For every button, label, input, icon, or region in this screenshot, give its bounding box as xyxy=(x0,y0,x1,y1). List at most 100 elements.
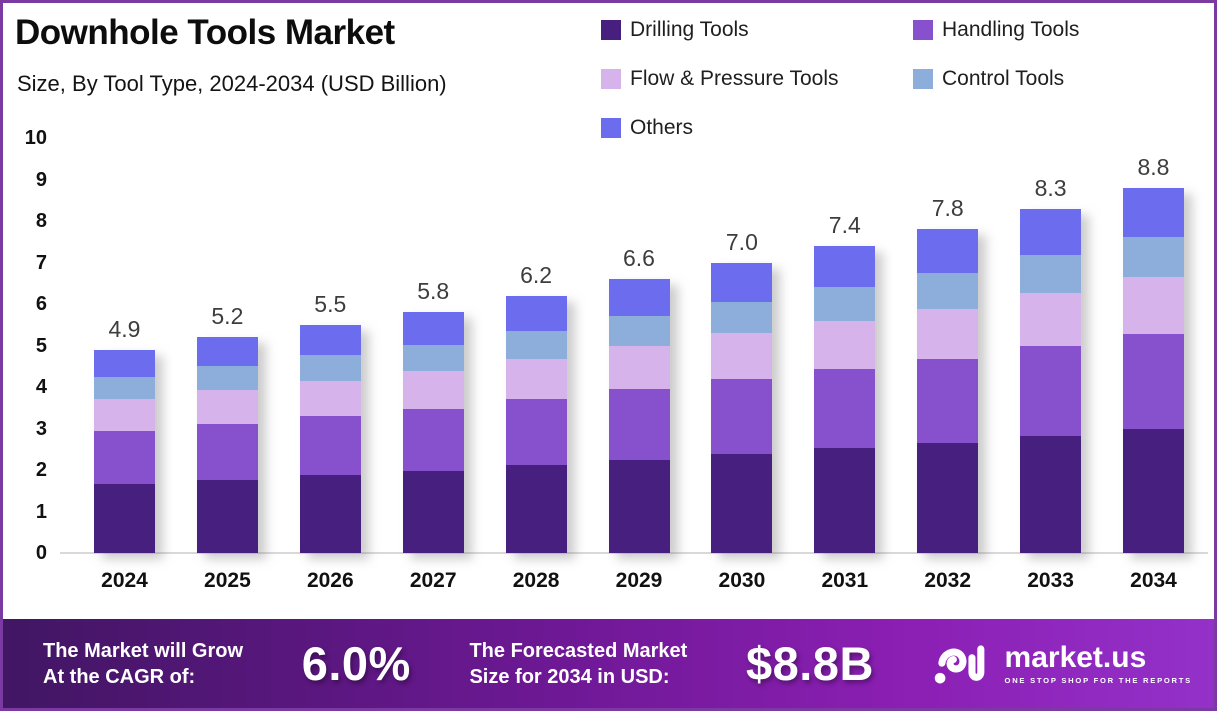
bar-segment-2034-flow-pressure-tools xyxy=(1123,277,1184,334)
bar-segment-2034-control-tools xyxy=(1123,237,1184,278)
bar-segment-2028-control-tools xyxy=(505,330,567,359)
bar-segment-2024-others xyxy=(94,349,155,378)
legend-label: Others xyxy=(630,116,694,139)
bar-segment-2026-drilling-tools xyxy=(299,475,361,553)
brand-name: market.us xyxy=(1004,640,1147,674)
y-tick-6: 6 xyxy=(35,293,47,315)
bar-segment-2033-control-tools xyxy=(1020,255,1082,293)
bar-segment-2025-flow-pressure-tools xyxy=(196,389,258,424)
y-tick-3: 3 xyxy=(35,417,47,440)
bar-2029 xyxy=(608,279,670,553)
x-label-2028: 2028 xyxy=(512,569,560,592)
market-us-logo-mark-icon xyxy=(934,644,984,683)
value-label-2028: 6.2 xyxy=(520,261,553,288)
bar-segment-2030-flow-pressure-tools xyxy=(711,333,773,379)
bar-segment-2026-handling-tools xyxy=(299,416,361,476)
bar-segment-2032-handling-tools xyxy=(917,358,979,444)
bar-segment-2029-control-tools xyxy=(608,316,670,347)
bar-2028 xyxy=(505,295,567,553)
y-tick-1: 1 xyxy=(35,500,47,523)
bar-segment-2024-control-tools xyxy=(94,377,155,400)
value-label-2027: 5.8 xyxy=(417,278,450,305)
value-label-2029: 6.6 xyxy=(623,245,655,272)
bar-2031 xyxy=(814,245,876,553)
bar-segment-2034-others xyxy=(1123,187,1184,238)
x-label-2024: 2024 xyxy=(101,569,148,592)
x-label-2030: 2030 xyxy=(718,569,766,592)
legend-item-drilling-tools: Drilling Tools xyxy=(601,17,913,43)
bar-segment-2024-handling-tools xyxy=(94,430,155,484)
bar-segment-2034-handling-tools xyxy=(1123,333,1184,429)
bar-segment-2034-drilling-tools xyxy=(1123,428,1184,553)
bar-segment-2027-handling-tools xyxy=(402,408,464,472)
bar-2032 xyxy=(917,229,979,553)
bar-segment-2030-drilling-tools xyxy=(711,454,773,553)
x-label-2032: 2032 xyxy=(924,569,972,592)
page-title: Downhole Tools Market xyxy=(15,13,395,52)
bar-segment-2029-drilling-tools xyxy=(608,460,670,553)
bar-segment-2032-control-tools xyxy=(917,272,979,309)
bar-segment-2030-control-tools xyxy=(711,301,773,334)
x-label-2029: 2029 xyxy=(615,569,663,592)
bar-segment-2026-control-tools xyxy=(299,355,361,381)
footer-banner: The Market will Grow At the CAGR of: 6.0… xyxy=(3,619,1214,708)
bar-segment-2029-flow-pressure-tools xyxy=(608,346,670,389)
stacked-bar-chart: 0 1 2 3 4 5 6 7 8 9 10 4.9 2024 5.2 2025 5.5 2026 5.8 202… xyxy=(3,3,1214,708)
bar-segment-2031-others xyxy=(814,245,876,288)
bar-segment-2033-others xyxy=(1020,208,1082,256)
bar-segment-2028-drilling-tools xyxy=(505,465,567,553)
bar-segment-2027-control-tools xyxy=(402,344,464,372)
bar-segment-2032-flow-pressure-tools xyxy=(917,308,979,359)
value-label-2026: 5.5 xyxy=(314,290,347,317)
bar-segment-2027-drilling-tools xyxy=(402,471,464,553)
value-label-2033: 8.3 xyxy=(1034,174,1067,201)
legend-swatch-control-tools-icon xyxy=(913,69,933,89)
legend-label: Flow & Pressure Tools xyxy=(630,67,839,90)
legend-swatch-flow-pressure-tools-icon xyxy=(601,69,621,89)
bar-segment-2024-flow-pressure-tools xyxy=(94,399,155,431)
bar-segment-2029-others xyxy=(608,279,670,317)
bar-2033 xyxy=(1020,208,1082,553)
y-tick-4: 4 xyxy=(35,376,47,398)
bar-segment-2033-drilling-tools xyxy=(1020,435,1082,553)
cagr-text-line1: The Market will Grow xyxy=(43,639,244,662)
legend-label: Handling Tools xyxy=(942,18,1080,41)
bar-segment-2032-others xyxy=(917,229,979,273)
forecast-text-line1: The Forecasted Market xyxy=(469,639,688,662)
value-label-2031: 7.4 xyxy=(828,211,861,238)
bar-segment-2025-others xyxy=(196,337,258,367)
y-tick-0: 0 xyxy=(35,542,47,564)
y-tick-9: 9 xyxy=(35,168,47,191)
legend-label: Drilling Tools xyxy=(630,18,749,41)
legend-label: Control Tools xyxy=(942,67,1065,90)
y-tick-7: 7 xyxy=(35,251,47,274)
x-label-2025: 2025 xyxy=(204,569,251,592)
y-tick-5: 5 xyxy=(35,334,47,357)
x-label-2027: 2027 xyxy=(409,569,457,592)
legend-swatch-handling-tools-icon xyxy=(913,20,933,40)
cagr-text-line2: At the CAGR of: xyxy=(43,665,196,688)
bar-segment-2027-others xyxy=(402,312,464,345)
y-tick-10: 10 xyxy=(24,127,47,149)
bar-segment-2033-flow-pressure-tools xyxy=(1020,292,1082,347)
market-us-logo: market.us ONE STOP SHOP FOR THE REPORTS xyxy=(933,640,1192,688)
legend-item-control-tools: Control Tools xyxy=(913,66,1079,92)
bar-segment-2024-drilling-tools xyxy=(94,483,155,553)
bar-2026 xyxy=(299,324,361,553)
bar-segment-2031-handling-tools xyxy=(814,368,876,449)
forecast-text: The Forecasted Market Size for 2034 in U… xyxy=(469,638,687,690)
bar-segment-2028-flow-pressure-tools xyxy=(505,358,567,399)
value-label-2030: 7.0 xyxy=(725,228,758,255)
legend-item-flow-pressure-tools: Flow & Pressure Tools xyxy=(601,66,913,92)
cagr-value: 6.0% xyxy=(301,637,411,690)
y-tick-8: 8 xyxy=(35,210,47,232)
legend-swatch-others-icon xyxy=(601,118,621,138)
bar-segment-2031-control-tools xyxy=(814,287,876,322)
bar-segment-2025-handling-tools xyxy=(196,423,258,480)
legend-item-handling-tools: Handling Tools xyxy=(913,17,1079,43)
bar-segment-2025-drilling-tools xyxy=(196,479,258,553)
bar-segment-2032-drilling-tools xyxy=(917,443,979,553)
legend-swatch-drilling-tools-icon xyxy=(601,20,621,40)
x-label-2031: 2031 xyxy=(821,569,869,592)
